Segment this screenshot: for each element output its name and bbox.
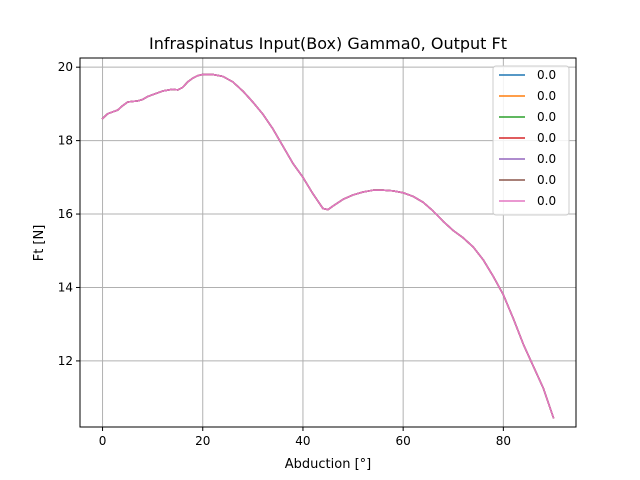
series-line-7 xyxy=(101,73,555,419)
y-tick-label: 18 xyxy=(58,134,73,148)
legend-label: 0.0 xyxy=(537,194,556,208)
plot-frame xyxy=(79,57,577,428)
legend-label: 0.0 xyxy=(537,152,556,166)
x-tick-label: 20 xyxy=(195,434,210,448)
y-tick-label: 16 xyxy=(58,207,73,221)
x-tick-label: 60 xyxy=(396,434,411,448)
legend-label: 0.0 xyxy=(537,131,556,145)
x-tick-label: 80 xyxy=(496,434,511,448)
y-axis-label: Ft [N] xyxy=(32,225,47,262)
legend-label: 0.0 xyxy=(537,89,556,103)
legend-label: 0.0 xyxy=(537,110,556,124)
y-tick-label: 20 xyxy=(58,60,73,74)
x-axis-label: Abduction [°] xyxy=(285,457,371,472)
legend-box xyxy=(492,65,570,216)
x-tick-label: 0 xyxy=(99,434,107,448)
legend-label: 0.0 xyxy=(537,68,556,82)
x-tick-label: 40 xyxy=(295,434,310,448)
y-tick-label: 12 xyxy=(58,354,73,368)
legend: 0.0 0.0 0.0 0.0 0.0 0.0 0.0 xyxy=(492,65,570,216)
axis-ticks: 0 20 40 60 80 12 14 16 18 20 xyxy=(58,60,511,448)
chart-title: Infraspinatus Input(Box) Gamma0, Output … xyxy=(149,34,507,53)
y-tick-label: 14 xyxy=(58,280,73,294)
plot-lines xyxy=(101,73,555,419)
legend-label: 0.0 xyxy=(537,173,556,187)
